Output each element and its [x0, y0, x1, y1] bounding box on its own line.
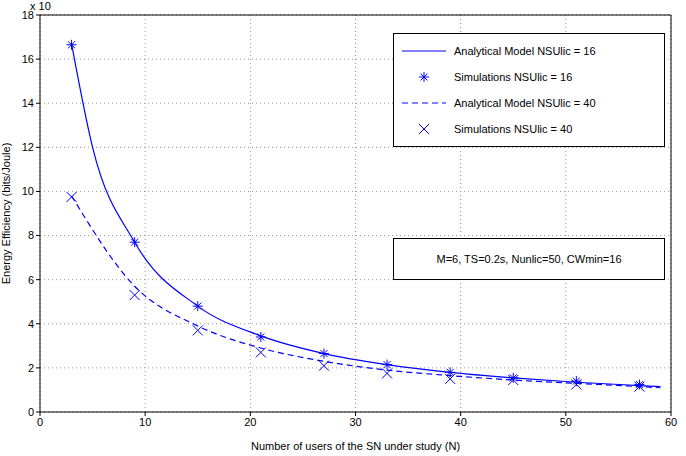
html-text:Simulations NSUlic = 16: Simulations NSUlic = 16 [454, 71, 573, 83]
svg-text:Number of users of the SN unde: Number of users of the SN under study (N… [251, 440, 460, 452]
svg-text:18: 18 [21, 8, 34, 21]
html-text:x 10: x 10 [30, 0, 51, 12]
svg-text:0: 0 [28, 406, 34, 418]
svg-text:Energy Efficiency (bits/Joule): Energy Efficiency (bits/Joule) [8, 143, 12, 285]
svg-text:40: 40 [455, 416, 467, 428]
svg-text:30: 30 [349, 416, 361, 428]
svg-text:0: 0 [37, 416, 43, 428]
svg-text:50: 50 [560, 416, 572, 428]
svg-text:10: 10 [139, 416, 151, 428]
svg-text:12: 12 [22, 141, 34, 153]
svg-text:14: 14 [22, 97, 34, 109]
svg-text:8: 8 [28, 229, 34, 241]
svg-text:16: 16 [22, 53, 34, 65]
html-text:Analytical Model NSUlic = 40: Analytical Model NSUlic = 40 [454, 97, 596, 109]
svg-text:4: 4 [28, 318, 34, 330]
svg-text:10: 10 [22, 185, 34, 197]
html-text:Analytical Model NSUlic = 16: Analytical Model NSUlic = 16 [454, 45, 596, 57]
svg-text:60: 60 [665, 416, 677, 428]
html-text:Simulations NSUlic = 40: Simulations NSUlic = 40 [454, 123, 573, 135]
html-text:M=6, TS=0.2s, Nunlic=50, CWmin: M=6, TS=0.2s, Nunlic=50, CWmin=16 [436, 253, 622, 265]
svg-text:6: 6 [28, 274, 34, 286]
svg-text:2: 2 [28, 362, 34, 374]
svg-text:20: 20 [244, 416, 256, 428]
